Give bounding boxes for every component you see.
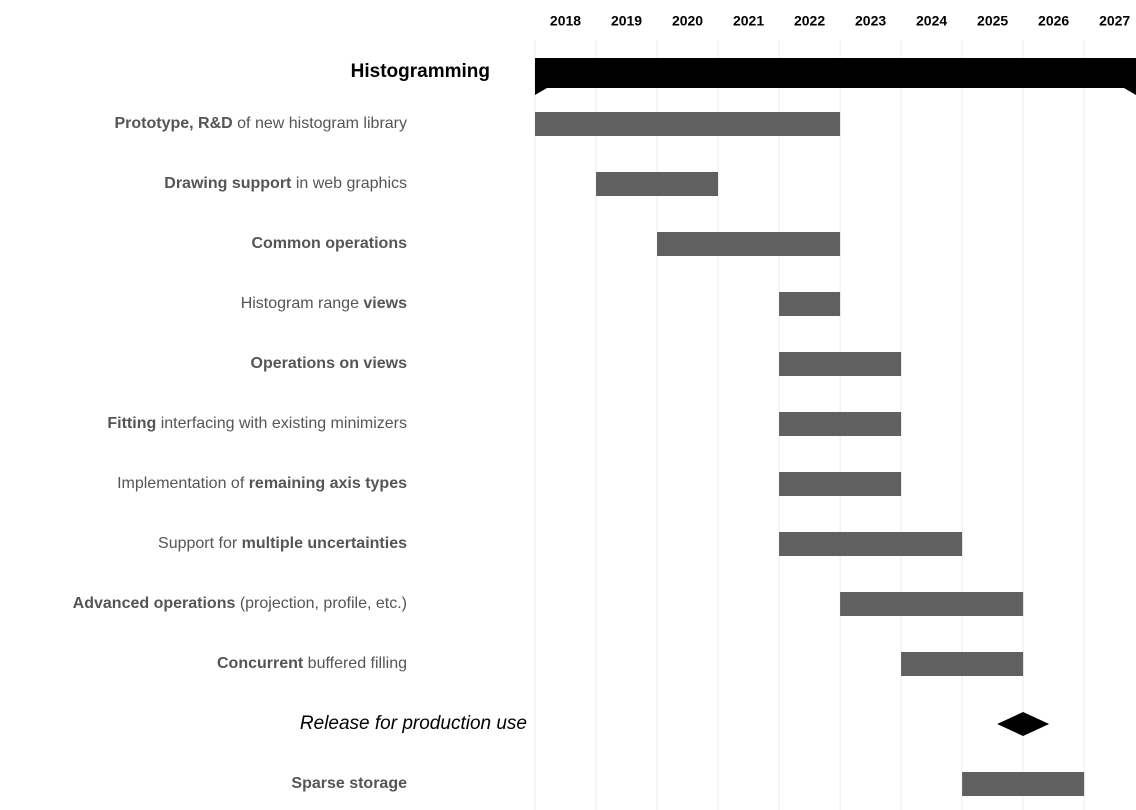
task-bar [962, 772, 1085, 796]
task-bar [779, 472, 902, 496]
label-part: Common operations [251, 235, 407, 252]
x-tick-label: 2023 [855, 13, 886, 29]
task-bar [901, 652, 1024, 676]
label-part: buffered filling [303, 655, 407, 672]
task-label: Operations on views [251, 355, 408, 372]
label-part: Implementation of [117, 475, 249, 492]
task-label: Histogram range views [241, 295, 407, 312]
label-part: remaining axis types [249, 475, 407, 492]
summary-label: Histogramming [351, 61, 490, 82]
summary-bar [535, 58, 1136, 95]
milestone-label: Release for production use [300, 713, 527, 734]
label-part: Sparse storage [291, 775, 407, 792]
label-part: Prototype, R&D [114, 115, 232, 132]
label-part: multiple uncertainties [242, 535, 407, 552]
label-part: Advanced operations [73, 595, 236, 612]
label-part: Operations on views [251, 355, 408, 372]
task-bar [779, 412, 902, 436]
x-tick-label: 2026 [1038, 13, 1069, 29]
label-part: interfacing with existing minimizers [156, 415, 407, 432]
label-part: Support for [158, 535, 242, 552]
x-tick-label: 2018 [550, 13, 581, 29]
label-part: Concurrent [217, 655, 304, 672]
milestone [997, 712, 1050, 736]
task-bar [840, 592, 1024, 616]
label-part: in web graphics [291, 175, 407, 192]
x-tick-label: 2021 [733, 13, 764, 29]
task-bar [779, 292, 841, 316]
label-part: Release for production use [300, 713, 527, 734]
task-label: Advanced operations (projection, profile… [73, 595, 407, 612]
label-part: views [363, 295, 407, 312]
task-label: Drawing support in web graphics [164, 175, 407, 192]
task-label: Prototype, R&D of new histogram library [114, 115, 407, 132]
label-part: Fitting [107, 415, 156, 432]
x-tick-label: 2024 [916, 13, 947, 29]
x-tick-label: 2027 [1099, 13, 1130, 29]
task-label: Fitting interfacing with existing minimi… [107, 415, 407, 432]
x-tick-label: 2020 [672, 13, 703, 29]
task-bar [779, 532, 963, 556]
task-bar [535, 112, 841, 136]
task-label: Common operations [251, 235, 407, 252]
label-part: Drawing support [164, 175, 292, 192]
x-tick-label: 2025 [977, 13, 1008, 29]
task-label: Support for multiple uncertainties [158, 535, 407, 552]
task-bar [657, 232, 841, 256]
x-tick-label: 2019 [611, 13, 642, 29]
label-part: (projection, profile, etc.) [235, 595, 407, 612]
label-part: of new histogram library [233, 115, 407, 132]
x-tick-label: 2022 [794, 13, 825, 29]
label-part: Histogram range [241, 295, 364, 312]
task-bar [779, 352, 902, 376]
task-label: Sparse storage [291, 775, 407, 792]
task-label: Implementation of remaining axis types [117, 475, 407, 492]
task-bar [596, 172, 719, 196]
task-label: Concurrent buffered filling [217, 655, 407, 672]
